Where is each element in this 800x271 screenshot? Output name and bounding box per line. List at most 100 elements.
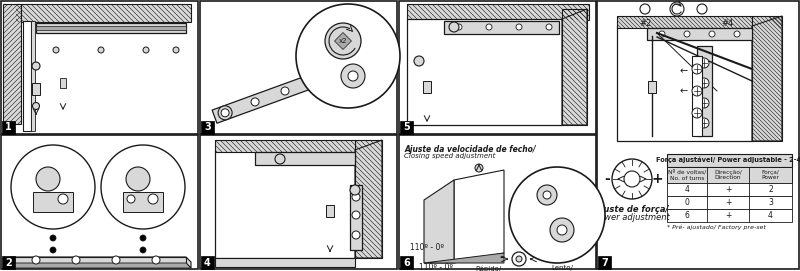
Circle shape xyxy=(640,4,650,14)
Circle shape xyxy=(456,24,462,30)
Bar xyxy=(423,81,431,93)
Text: Força ajustável/ Power adjustable - 2-4: Força ajustável/ Power adjustable - 2-4 xyxy=(657,157,800,163)
Bar xyxy=(648,81,656,93)
Text: 70 - 0: 70 - 0 xyxy=(538,203,556,208)
Circle shape xyxy=(152,256,160,264)
Text: Direcção/
Direction: Direcção/ Direction xyxy=(714,170,742,180)
Circle shape xyxy=(127,195,135,203)
Bar xyxy=(16,4,191,22)
Circle shape xyxy=(32,256,40,264)
Circle shape xyxy=(659,31,665,37)
Text: 1: 1 xyxy=(5,122,12,133)
Circle shape xyxy=(350,185,360,195)
Text: +: + xyxy=(725,211,731,220)
Circle shape xyxy=(699,78,709,88)
Circle shape xyxy=(112,256,120,264)
Text: 2: 2 xyxy=(5,257,12,267)
Text: Closing speed adjustment: Closing speed adjustment xyxy=(404,153,495,159)
Text: x2: x2 xyxy=(338,38,347,44)
Text: 3: 3 xyxy=(768,198,773,207)
Bar xyxy=(2,121,15,134)
Circle shape xyxy=(546,24,552,30)
Circle shape xyxy=(509,167,605,263)
Text: +: + xyxy=(725,198,731,207)
Polygon shape xyxy=(6,263,191,268)
Circle shape xyxy=(537,185,557,205)
Bar xyxy=(399,135,596,269)
Circle shape xyxy=(352,231,360,239)
Circle shape xyxy=(699,98,709,108)
Polygon shape xyxy=(424,180,454,263)
Circle shape xyxy=(692,86,702,96)
Bar xyxy=(215,258,355,267)
Bar xyxy=(60,78,66,88)
Bar xyxy=(400,256,413,269)
Polygon shape xyxy=(130,171,146,187)
Text: +: + xyxy=(651,172,663,186)
Bar xyxy=(692,56,702,136)
Circle shape xyxy=(126,167,150,191)
Bar xyxy=(3,4,21,124)
Bar xyxy=(2,256,15,269)
Bar xyxy=(667,183,792,196)
Text: 110º - 0º: 110º - 0º xyxy=(410,243,444,252)
Bar xyxy=(215,150,355,258)
Circle shape xyxy=(251,98,259,106)
Bar xyxy=(32,83,40,95)
Circle shape xyxy=(281,87,289,95)
Bar xyxy=(399,1,596,134)
Bar xyxy=(407,19,562,125)
Bar xyxy=(201,256,214,269)
Circle shape xyxy=(352,211,360,219)
Bar xyxy=(562,9,587,125)
Circle shape xyxy=(341,65,349,73)
Circle shape xyxy=(173,47,179,53)
Circle shape xyxy=(624,171,640,187)
Circle shape xyxy=(53,47,59,53)
Bar xyxy=(752,16,782,141)
Circle shape xyxy=(50,247,56,253)
Circle shape xyxy=(101,145,185,229)
Bar xyxy=(407,4,589,20)
Text: -: - xyxy=(499,250,504,263)
Circle shape xyxy=(692,108,702,118)
Text: 5: 5 xyxy=(403,122,410,133)
Circle shape xyxy=(143,47,149,53)
Polygon shape xyxy=(6,257,191,268)
Bar xyxy=(201,121,214,134)
Text: 110 - 70: 110 - 70 xyxy=(549,221,575,226)
Circle shape xyxy=(348,71,358,81)
Circle shape xyxy=(670,2,684,16)
Text: Power adjustment: Power adjustment xyxy=(594,213,670,222)
Bar xyxy=(667,209,792,222)
Text: Força/
Power: Força/ Power xyxy=(762,170,779,180)
Circle shape xyxy=(449,22,459,32)
Text: 0: 0 xyxy=(685,198,690,207)
Text: #4: #4 xyxy=(721,19,733,28)
Circle shape xyxy=(72,256,80,264)
Text: ←: ← xyxy=(680,66,688,76)
Text: * Pré- ajustado/ Factory pre-set: * Pré- ajustado/ Factory pre-set xyxy=(667,225,766,231)
Bar xyxy=(33,192,73,212)
Bar xyxy=(647,28,752,40)
Bar xyxy=(123,192,163,212)
Text: 2: 2 xyxy=(768,185,773,194)
Bar xyxy=(200,1,397,134)
Circle shape xyxy=(475,164,483,172)
Bar xyxy=(350,185,362,250)
Circle shape xyxy=(148,194,158,204)
Circle shape xyxy=(699,58,709,68)
Circle shape xyxy=(311,76,319,84)
Text: 4: 4 xyxy=(768,211,773,220)
Circle shape xyxy=(218,106,232,120)
Text: +: + xyxy=(534,250,545,263)
Circle shape xyxy=(352,193,360,201)
Bar xyxy=(255,152,355,165)
Circle shape xyxy=(709,31,715,37)
Circle shape xyxy=(11,145,95,229)
Bar xyxy=(23,21,31,131)
Bar xyxy=(617,26,752,141)
Polygon shape xyxy=(212,59,358,123)
Bar xyxy=(1,135,198,269)
Bar xyxy=(36,26,186,30)
